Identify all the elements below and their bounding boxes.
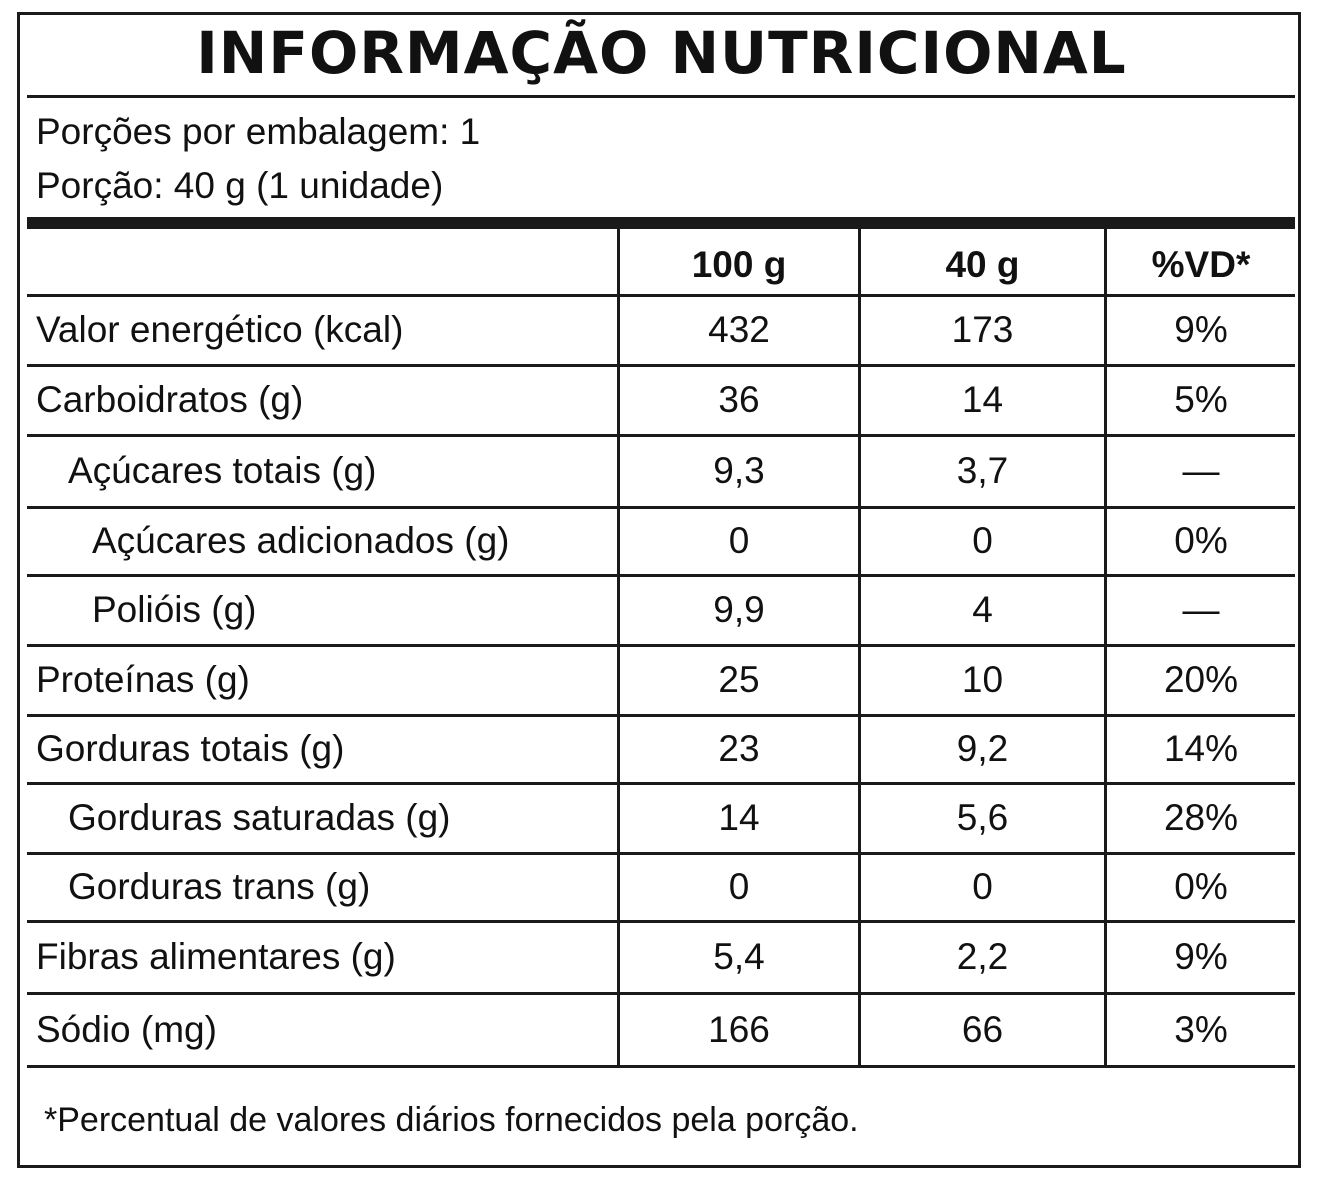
- row-divider: [27, 852, 1295, 855]
- row-divider: [27, 920, 1295, 923]
- column-header-100g: 100 g: [691, 244, 787, 285]
- value-per-100g: 23: [718, 728, 760, 769]
- column-header-serving: 40 g: [945, 244, 1020, 285]
- nutrient-name: Gorduras saturadas (g): [68, 797, 451, 838]
- value-daily-percent: 0%: [1174, 520, 1228, 561]
- nutrient-name: Polióis (g): [92, 589, 257, 630]
- value-daily-percent: 20%: [1163, 659, 1239, 700]
- value-per-serving: 4: [972, 589, 993, 630]
- value-per-serving: 0: [972, 866, 993, 907]
- value-per-100g: 5,4: [713, 936, 765, 977]
- value-per-serving: 0: [972, 520, 993, 561]
- row-divider: [27, 294, 1295, 297]
- row-divider: [27, 434, 1295, 437]
- footnote: *Percentual de valores diários fornecido…: [44, 1101, 859, 1139]
- row-divider: [27, 782, 1295, 785]
- value-per-serving: 66: [961, 1009, 1004, 1050]
- row-divider: [27, 506, 1295, 509]
- row-divider: [27, 714, 1295, 717]
- nutrient-name: Açúcares totais (g): [68, 450, 377, 491]
- value-per-100g: 9,3: [713, 450, 765, 491]
- value-per-100g: 9,9: [713, 589, 765, 630]
- column-divider-2: [858, 229, 861, 1067]
- serving-size: Porção: 40 g (1 unidade): [36, 165, 444, 206]
- nutrient-name: Fibras alimentares (g): [36, 936, 396, 977]
- value-per-serving: 173: [951, 309, 1014, 350]
- value-per-serving: 9,2: [956, 728, 1009, 769]
- column-divider-3: [1104, 229, 1107, 1067]
- nutrient-name: Carboidratos (g): [36, 379, 304, 420]
- value-per-100g: 0: [728, 866, 750, 907]
- row-divider: [27, 364, 1295, 367]
- value-per-serving: 10: [961, 659, 1004, 700]
- title-divider: [27, 95, 1295, 98]
- value-per-serving: 3,7: [956, 450, 1009, 491]
- value-daily-percent: 9%: [1174, 936, 1228, 977]
- nutrient-name: Sódio (mg): [36, 1009, 217, 1050]
- table-bottom-divider: [27, 1065, 1295, 1068]
- value-per-100g: 432: [708, 309, 770, 350]
- value-per-100g: 25: [718, 659, 760, 700]
- label-title: INFORMAÇÃO NUTRICIONAL: [196, 19, 1127, 87]
- nutrient-name: Gorduras trans (g): [68, 866, 371, 907]
- row-divider: [27, 644, 1295, 647]
- value-daily-percent: —: [1182, 589, 1220, 630]
- value-per-100g: 0: [728, 520, 750, 561]
- nutrient-name: Valor energético (kcal): [36, 309, 404, 350]
- nutrient-name: Gorduras totais (g): [36, 728, 345, 769]
- servings-per-package: Porções por embalagem: 1: [36, 111, 481, 152]
- value-per-100g: 36: [718, 379, 760, 420]
- thick-divider: [27, 217, 1295, 229]
- value-daily-percent: 0%: [1174, 866, 1228, 907]
- nutrition-label: [17, 12, 1301, 1168]
- value-per-serving: 2,2: [956, 936, 1009, 977]
- value-daily-percent: 9%: [1174, 309, 1228, 350]
- row-divider: [27, 574, 1295, 577]
- nutrient-name: Açúcares adicionados (g): [92, 520, 510, 561]
- value-daily-percent: 14%: [1163, 728, 1239, 769]
- value-per-serving: 5,6: [956, 797, 1009, 838]
- value-per-100g: 14: [718, 797, 760, 838]
- column-divider-1: [617, 229, 620, 1067]
- column-header-daily-value: %VD*: [1151, 244, 1251, 285]
- nutrient-name: Proteínas (g): [36, 659, 250, 700]
- value-per-serving: 14: [961, 379, 1004, 420]
- value-per-100g: 166: [708, 1009, 770, 1050]
- value-daily-percent: —: [1182, 450, 1220, 491]
- row-divider: [27, 992, 1295, 995]
- value-daily-percent: 5%: [1174, 379, 1228, 420]
- value-daily-percent: 3%: [1174, 1009, 1228, 1050]
- value-daily-percent: 28%: [1163, 797, 1239, 838]
